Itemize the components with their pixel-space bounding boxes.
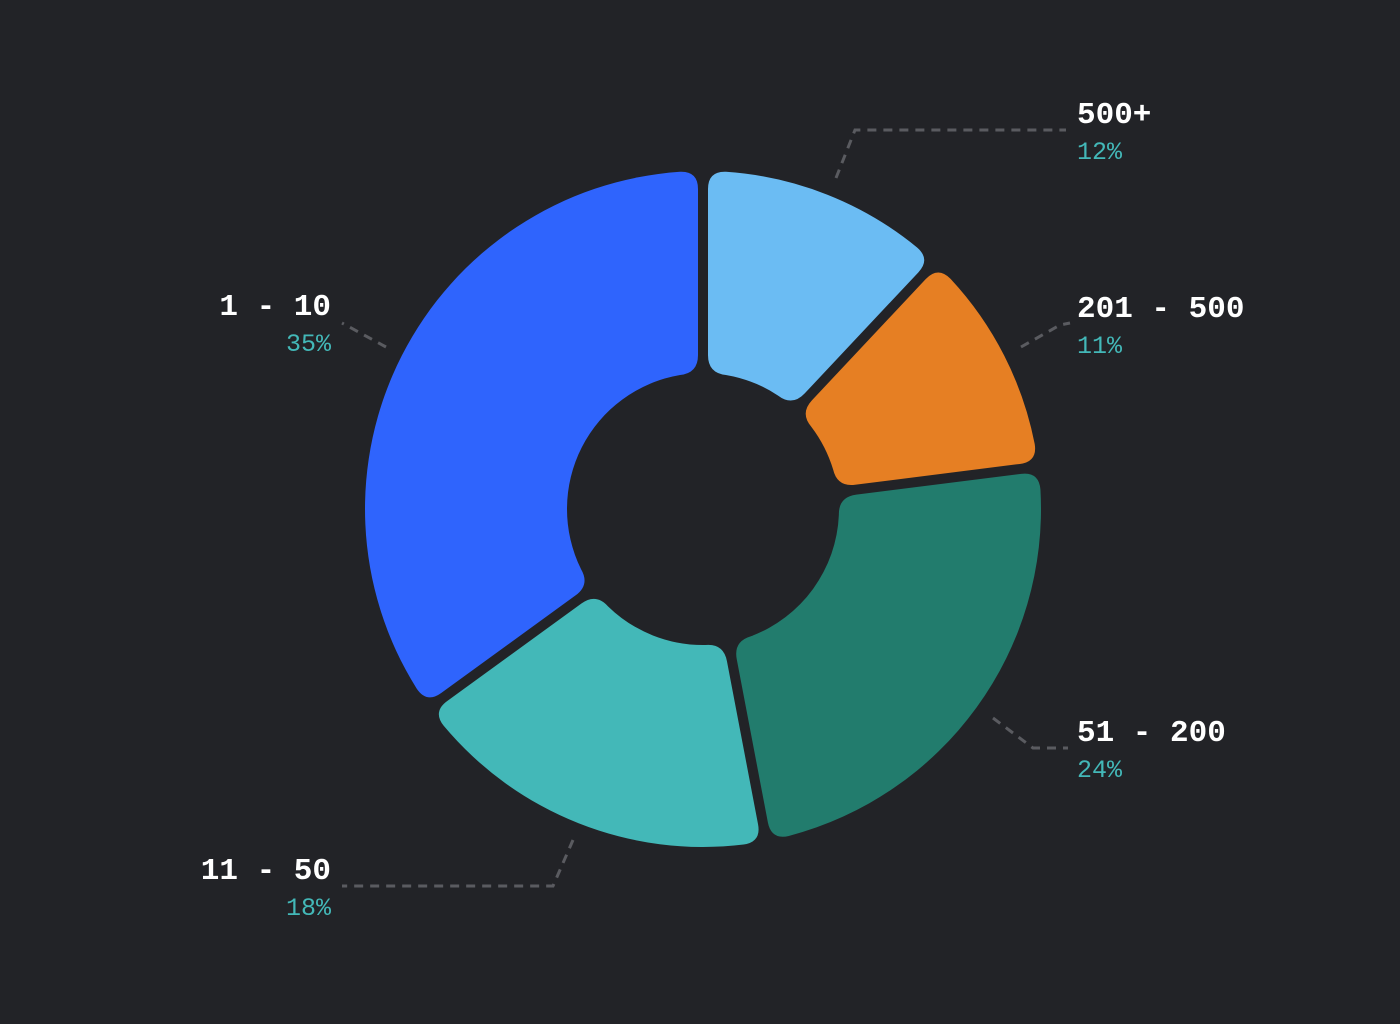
slice-11-50[interactable] [438,598,759,847]
slice-percent-label: 35% [286,330,332,359]
slice-label: 1 - 10 [219,290,331,325]
leader-line [341,321,387,349]
leader-lines [341,128,1071,888]
leader-line [992,716,1068,750]
donut-slices [365,171,1042,847]
slice-label: 11 - 50 [201,854,331,889]
leader-line [1020,321,1071,349]
slice-percent-label: 12% [1077,138,1123,167]
slice-label: 51 - 200 [1077,716,1226,751]
slice-1-10[interactable] [365,171,698,698]
slice-percent-label: 18% [286,894,332,923]
leader-line [342,839,575,888]
slice-labels: 500+ 12% 201 - 500 11% 51 - 200 24% 11 - 50 18%… [201,98,1245,923]
slice-percent-label: 11% [1077,332,1123,361]
slice-percent-label: 24% [1077,756,1123,785]
slice-label: 201 - 500 [1077,292,1244,327]
slice-label: 500+ [1077,98,1151,133]
leader-line [834,128,1066,179]
slice-500[interactable] [708,171,925,401]
slice-51-200[interactable] [736,473,1042,837]
slice-201-500[interactable] [805,272,1036,486]
